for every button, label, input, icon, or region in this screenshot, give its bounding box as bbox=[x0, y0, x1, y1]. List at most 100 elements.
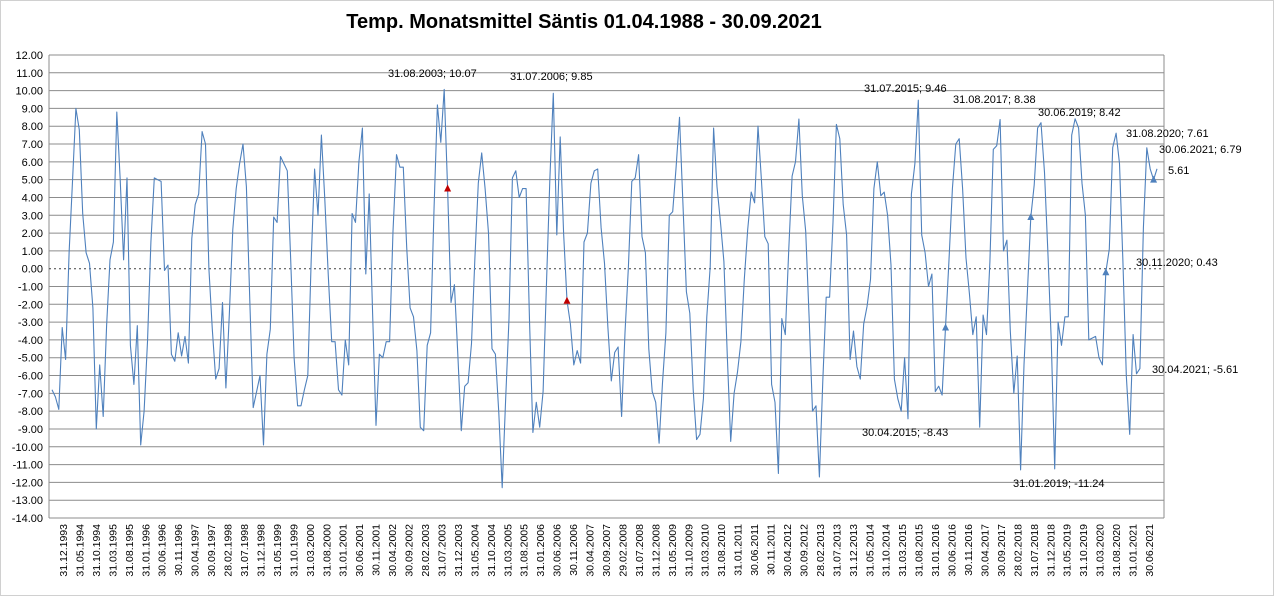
x-tick-label: 31.07.2008 bbox=[634, 524, 646, 577]
x-tick-label: 31.10.1999 bbox=[288, 524, 300, 577]
x-tick-label: 31.05.2014 bbox=[864, 524, 876, 577]
x-tick-label: 28.02.1998 bbox=[223, 524, 235, 577]
x-tick-label: 31.08.2020 bbox=[1111, 524, 1123, 577]
annotation-label: 31.01.2019; -11.24 bbox=[1013, 478, 1105, 490]
x-tick-label: 30.06.2011 bbox=[749, 524, 761, 576]
x-tick-label: 31.01.1996 bbox=[140, 524, 152, 577]
annotation-label: 30.06.2021; 6.79 bbox=[1159, 144, 1242, 156]
annotation-label: 5.61 bbox=[1168, 165, 1189, 177]
x-tick-label: 30.04.2012 bbox=[782, 524, 794, 577]
annotation-label: 31.08.2003; 10.07 bbox=[388, 68, 477, 80]
x-tick-label: 31.05.1994 bbox=[75, 524, 87, 577]
y-tick-label: 0.00 bbox=[22, 264, 43, 276]
annotation-marker bbox=[1027, 213, 1035, 221]
x-tick-label: 31.03.1995 bbox=[107, 524, 119, 577]
x-tick-label: 31.10.2019 bbox=[1078, 524, 1090, 577]
x-tick-label: 31.03.2020 bbox=[1095, 524, 1107, 577]
x-tick-label: 30.06.2001 bbox=[354, 524, 366, 577]
annotation-marker bbox=[1150, 175, 1158, 183]
y-tick-label: -10.00 bbox=[12, 442, 43, 454]
y-tick-label: 11.00 bbox=[16, 68, 43, 80]
annotation-label: 30.06.2019; 8.42 bbox=[1038, 107, 1121, 119]
y-tick-label: 4.00 bbox=[22, 192, 43, 204]
x-tick-label: 31.12.2018 bbox=[1045, 524, 1057, 577]
x-tick-label: 30.09.2007 bbox=[601, 524, 613, 577]
y-tick-label: 6.00 bbox=[22, 157, 43, 169]
x-tick-label: 28.02.2003 bbox=[420, 524, 432, 577]
x-axis: 31.12.1993 31.05.1994 31.10.1994 31.03.1995… bbox=[58, 524, 1156, 577]
y-tick-label: 3.00 bbox=[22, 210, 43, 222]
x-tick-label: 30.11.2001 bbox=[371, 524, 383, 576]
chart-title: Temp. Monatsmittel Säntis 01.04.1988 - 3… bbox=[346, 11, 822, 33]
x-tick-label: 28.02.2013 bbox=[815, 524, 827, 577]
x-tick-label: 30.09.2017 bbox=[996, 524, 1008, 577]
x-tick-label: 31.12.1998 bbox=[256, 524, 268, 577]
x-tick-label: 30.11.1996 bbox=[173, 524, 185, 576]
series-line bbox=[51, 88, 1158, 489]
series-group bbox=[51, 88, 1158, 489]
y-tick-label: 9.00 bbox=[22, 103, 43, 115]
y-tick-label: 8.00 bbox=[22, 121, 43, 133]
y-tick-label: -5.00 bbox=[18, 353, 43, 365]
x-tick-label: 31.12.2013 bbox=[848, 524, 860, 577]
y-tick-label: -14.00 bbox=[12, 513, 43, 525]
y-tick-label: 2.00 bbox=[22, 228, 43, 240]
x-tick-label: 31.03.2005 bbox=[502, 524, 514, 577]
annotation-label: 31.07.2006; 9.85 bbox=[510, 71, 593, 83]
x-tick-label: 31.07.1998 bbox=[239, 524, 251, 577]
annotation-marker bbox=[942, 323, 950, 331]
x-tick-label: 31.10.1994 bbox=[91, 524, 103, 577]
y-tick-label: -6.00 bbox=[18, 371, 43, 383]
x-tick-label: 31.01.2011 bbox=[733, 524, 745, 576]
y-tick-label: -1.00 bbox=[18, 282, 43, 294]
y-tick-label: -11.00 bbox=[13, 460, 43, 472]
x-tick-label: 31.07.2018 bbox=[1029, 524, 1041, 577]
x-tick-label: 31.03.2000 bbox=[305, 524, 317, 577]
y-tick-label: -8.00 bbox=[18, 406, 43, 418]
x-tick-label: 30.09.2012 bbox=[799, 524, 811, 577]
y-tick-label: -2.00 bbox=[18, 299, 43, 311]
annotation-label: 30.04.2015; -8.43 bbox=[862, 427, 948, 439]
x-tick-label: 30.04.2007 bbox=[585, 524, 597, 577]
x-tick-label: 30.09.1997 bbox=[206, 524, 218, 577]
annotation-marker bbox=[1102, 268, 1110, 276]
annotation-label: 30.04.2021; -5.61 bbox=[1152, 364, 1238, 376]
y-tick-label: 12.00 bbox=[15, 50, 43, 62]
x-tick-label: 31.03.2015 bbox=[897, 524, 909, 577]
x-tick-label: 31.08.2000 bbox=[321, 524, 333, 577]
y-tick-label: -3.00 bbox=[18, 317, 43, 329]
annotations: 31.08.2003; 10.07 31.07.2006; 9.85 31.07.2… bbox=[388, 68, 1242, 490]
y-tick-label: 7.00 bbox=[22, 139, 43, 151]
x-tick-label: 30.06.2021 bbox=[1144, 524, 1156, 577]
x-tick-label: 30.04.1997 bbox=[190, 524, 202, 577]
annotation-label: 31.07.2015; 9.46 bbox=[864, 83, 947, 95]
x-tick-label: 31.07.2003 bbox=[437, 524, 449, 577]
x-tick-label: 30.11.2011 bbox=[766, 524, 778, 575]
x-tick-label: 31.05.1999 bbox=[272, 524, 284, 577]
x-tick-label: 31.07.2013 bbox=[831, 524, 843, 577]
x-tick-label: 30.06.2006 bbox=[552, 524, 564, 577]
x-tick-label: 31.12.2003 bbox=[453, 524, 465, 577]
x-tick-label: 30.09.2002 bbox=[404, 524, 416, 577]
y-tick-label: 5.00 bbox=[22, 175, 43, 187]
x-tick-label: 30.04.2017 bbox=[980, 524, 992, 577]
x-tick-label: 31.08.2005 bbox=[519, 524, 531, 577]
x-tick-label: 31.05.2009 bbox=[667, 524, 679, 577]
x-tick-label: 31.05.2019 bbox=[1062, 524, 1074, 577]
x-tick-label: 31.03.2010 bbox=[700, 524, 712, 577]
x-tick-label: 30.04.2002 bbox=[387, 524, 399, 577]
x-tick-label: 30.11.2016 bbox=[963, 524, 975, 576]
x-tick-label: 31.05.2004 bbox=[469, 524, 481, 577]
x-tick-label: 31.10.2014 bbox=[881, 524, 893, 577]
x-tick-label: 28.02.2018 bbox=[1012, 524, 1024, 577]
x-tick-label: 29.02.2008 bbox=[618, 524, 630, 577]
x-tick-label: 31.01.2021 bbox=[1128, 524, 1140, 577]
y-tick-label: 10.00 bbox=[15, 86, 43, 98]
x-tick-label: 31.08.2015 bbox=[914, 524, 926, 577]
y-tick-label: 1.00 bbox=[22, 246, 43, 258]
y-tick-label: -12.00 bbox=[12, 477, 43, 489]
y-tick-label: -4.00 bbox=[18, 335, 43, 347]
y-axis: -14.00 -13.00 -12.00 -11.00 -10.00 -9.00 -8.00… bbox=[12, 50, 43, 525]
